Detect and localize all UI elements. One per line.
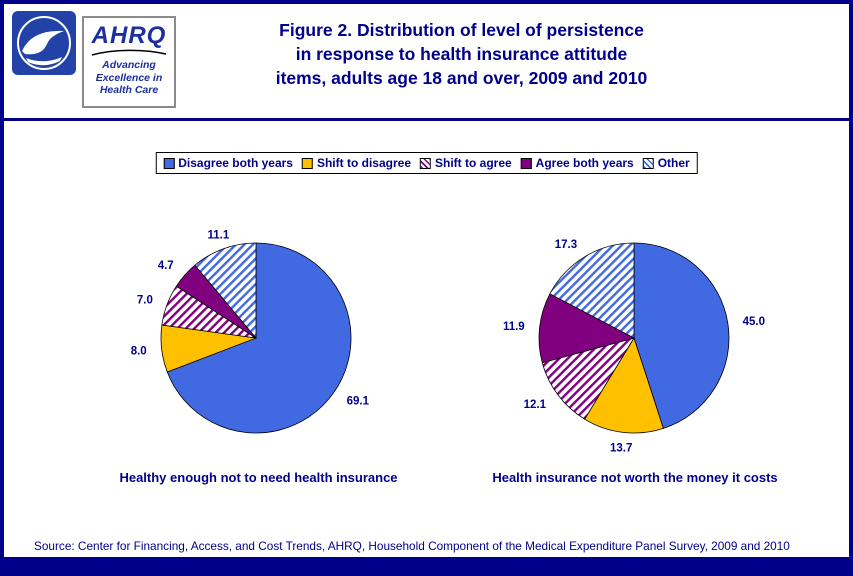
legend-swatch: [642, 157, 654, 169]
pie-value-label: 69.1: [347, 395, 370, 407]
header-divider: [4, 118, 849, 121]
hhs-logo: [12, 11, 76, 75]
hhs-seal-ring: [17, 16, 71, 70]
pie-value-label: 4.7: [158, 260, 174, 272]
pie-slice-disagree-both-years: [166, 242, 352, 434]
footer-bar: [4, 557, 849, 572]
legend-swatch: [419, 157, 431, 169]
figure-title-line1: Figure 2. Distribution of level of persi…: [279, 20, 644, 40]
pie-value-label: 7.0: [137, 295, 153, 307]
pie-slice-shift-to-agree: [541, 337, 635, 420]
ahrq-logo-name: AHRQ: [91, 22, 167, 49]
hhs-eagle-wing: [26, 57, 62, 66]
pie-caption-left: Healthy enough not to need health insura…: [119, 470, 398, 485]
ahrq-logo: AHRQ Advancing Excellence in Health Care: [82, 16, 176, 108]
pie-slice-shift-to-disagree: [584, 337, 664, 434]
pie-value-label: 8.0: [131, 346, 147, 358]
legend-label: Shift to agree: [434, 156, 512, 170]
legend-label: Disagree both years: [178, 156, 293, 170]
legend: Disagree both years Shift to disagree Shif…: [155, 152, 698, 174]
legend-item: Agree both years: [520, 156, 634, 170]
legend-item: Other: [642, 156, 690, 170]
header: AHRQ Advancing Excellence in Health Care…: [4, 4, 849, 116]
pie-value-label: 13.7: [610, 442, 632, 454]
hhs-eagle-icon: [22, 30, 64, 55]
legend-swatch: [520, 157, 532, 169]
legend-swatch: [301, 157, 313, 169]
pie-value-label: 17.3: [555, 239, 577, 251]
figure-title-line2: in response to health insurance attitude: [295, 44, 628, 64]
ahrq-swoosh-icon: [91, 49, 167, 56]
pie-caption-right: Health insurance not worth the money it …: [492, 470, 778, 485]
pie-slice-other: [194, 242, 257, 340]
figure-title: Figure 2. Distribution of level of persi…: [189, 18, 734, 90]
legend-label: Other: [657, 156, 690, 170]
ahrq-tagline-line3: Health Care: [99, 84, 159, 96]
legend-item: Shift to agree: [419, 156, 512, 170]
legend-label: Agree both years: [535, 156, 634, 170]
legend-swatch: [163, 157, 175, 169]
pie-value-label: 11.1: [208, 230, 230, 242]
figure-title-line3: items, adults age 18 and over, 2009 and …: [275, 68, 648, 88]
pie-slice-agree-both-years: [538, 293, 636, 364]
pie-slice-disagree-both-years: [633, 242, 730, 429]
pie-value-label: 12.1: [524, 399, 547, 411]
pie-value-label: 11.9: [503, 321, 525, 333]
pie-chart-right: 45.0 13.7 12.1 11.9 17.3: [503, 239, 765, 454]
legend-item: Disagree both years: [163, 156, 293, 170]
pie-value-label: 45.0: [743, 316, 765, 328]
ahrq-tagline-line1: Advancing: [102, 59, 156, 71]
legend-label: Shift to disagree: [316, 156, 411, 170]
pie-chart-left: 69.1 8.0 7.0 4.7 11.1: [131, 230, 370, 434]
source-note: Source: Center for Financing, Access, an…: [34, 539, 790, 553]
ahrq-tagline-line2: Excellence in: [95, 71, 163, 84]
pie-slice-other: [549, 242, 635, 339]
legend-item: Shift to disagree: [301, 156, 411, 170]
